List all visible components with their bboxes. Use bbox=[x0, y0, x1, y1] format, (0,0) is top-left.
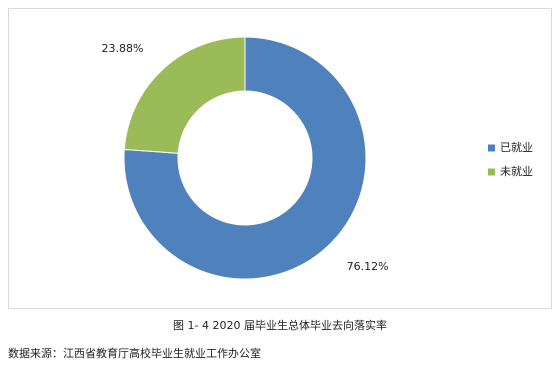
source-note: 数据来源：江西省教育厅高校毕业生就业工作办公室 bbox=[8, 346, 261, 360]
legend-label: 未就业 bbox=[500, 164, 533, 178]
donut-segment bbox=[123, 36, 246, 154]
data-label: 23.88% bbox=[101, 42, 143, 55]
data-label: 76.12% bbox=[347, 260, 389, 273]
donut-segment bbox=[123, 36, 367, 280]
legend-label: 已就业 bbox=[500, 140, 533, 154]
legend-swatch bbox=[488, 168, 495, 176]
legend-swatch bbox=[488, 144, 495, 152]
chart-caption: 图 1- 4 2020 届毕业生总体毕业去向落实率 bbox=[173, 318, 387, 332]
